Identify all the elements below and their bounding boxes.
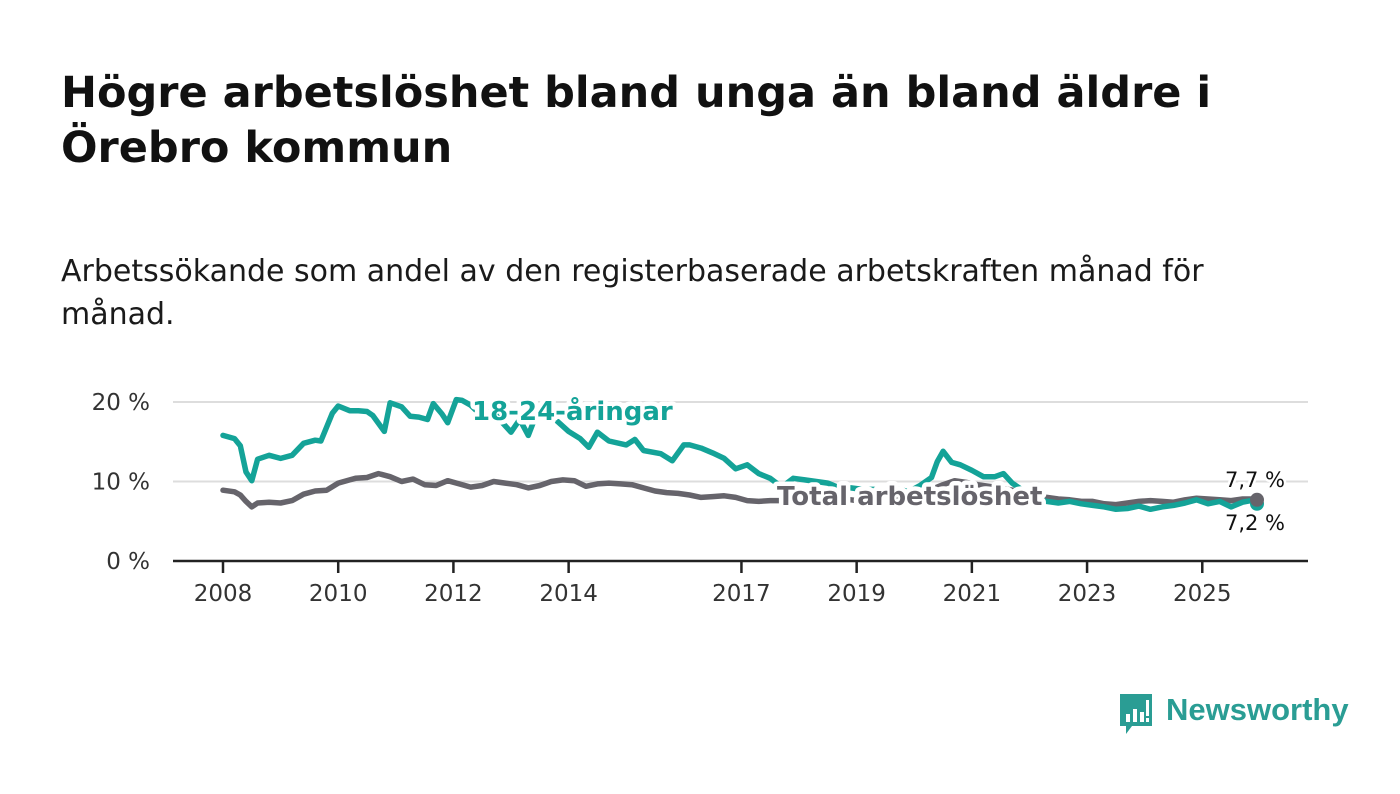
chart-title: Högre arbetslöshet bland unga än bland ä…: [61, 68, 1212, 173]
x-tick-label: 2008: [194, 581, 253, 607]
series-endpoint-total: [1250, 492, 1264, 507]
y-tick-label: 0 %: [106, 549, 150, 575]
chart-subtitle: Arbetssökande som andel av den registerb…: [61, 254, 1204, 332]
axes: 0 % 10 % 20 % 2008 2010 2012 2014 2017 2019 2021 2…: [92, 390, 1308, 607]
x-tick-label: 2019: [827, 581, 886, 607]
brand-name: Newsworthy: [1166, 692, 1349, 727]
series-label-total-halo: Total arbetslöshet: [777, 482, 1042, 512]
x-tick-label: 2021: [943, 581, 1002, 607]
series-line-total: [220, 470, 1260, 510]
x-tick-label: 2017: [712, 581, 771, 607]
y-tick-label: 10 %: [92, 470, 150, 496]
end-label-total: 7,7 %: [1225, 468, 1285, 492]
y-tick-label: 20 %: [92, 390, 150, 416]
bar-chart-speech-bubble-icon: [1120, 694, 1152, 734]
series-label-youth-halo: 18-24-åringar: [472, 395, 673, 427]
series-line-youth: [220, 396, 1260, 513]
grid-lines: [173, 401, 1308, 483]
x-tick-label: 2023: [1058, 581, 1117, 607]
series-label-total: Total arbetslöshet: [777, 482, 1042, 512]
series-lines: [220, 396, 1264, 513]
x-tick-label: 2014: [539, 581, 598, 607]
x-tick-label: 2025: [1173, 581, 1232, 607]
x-tick-label: 2010: [309, 581, 368, 607]
series-label-youth: 18-24-åringar: [472, 395, 673, 427]
end-label-youth: 7,2 %: [1225, 511, 1285, 535]
newsworthy-logo[interactable]: Newsworthy: [1118, 690, 1349, 736]
x-tick-label: 2012: [424, 581, 483, 607]
